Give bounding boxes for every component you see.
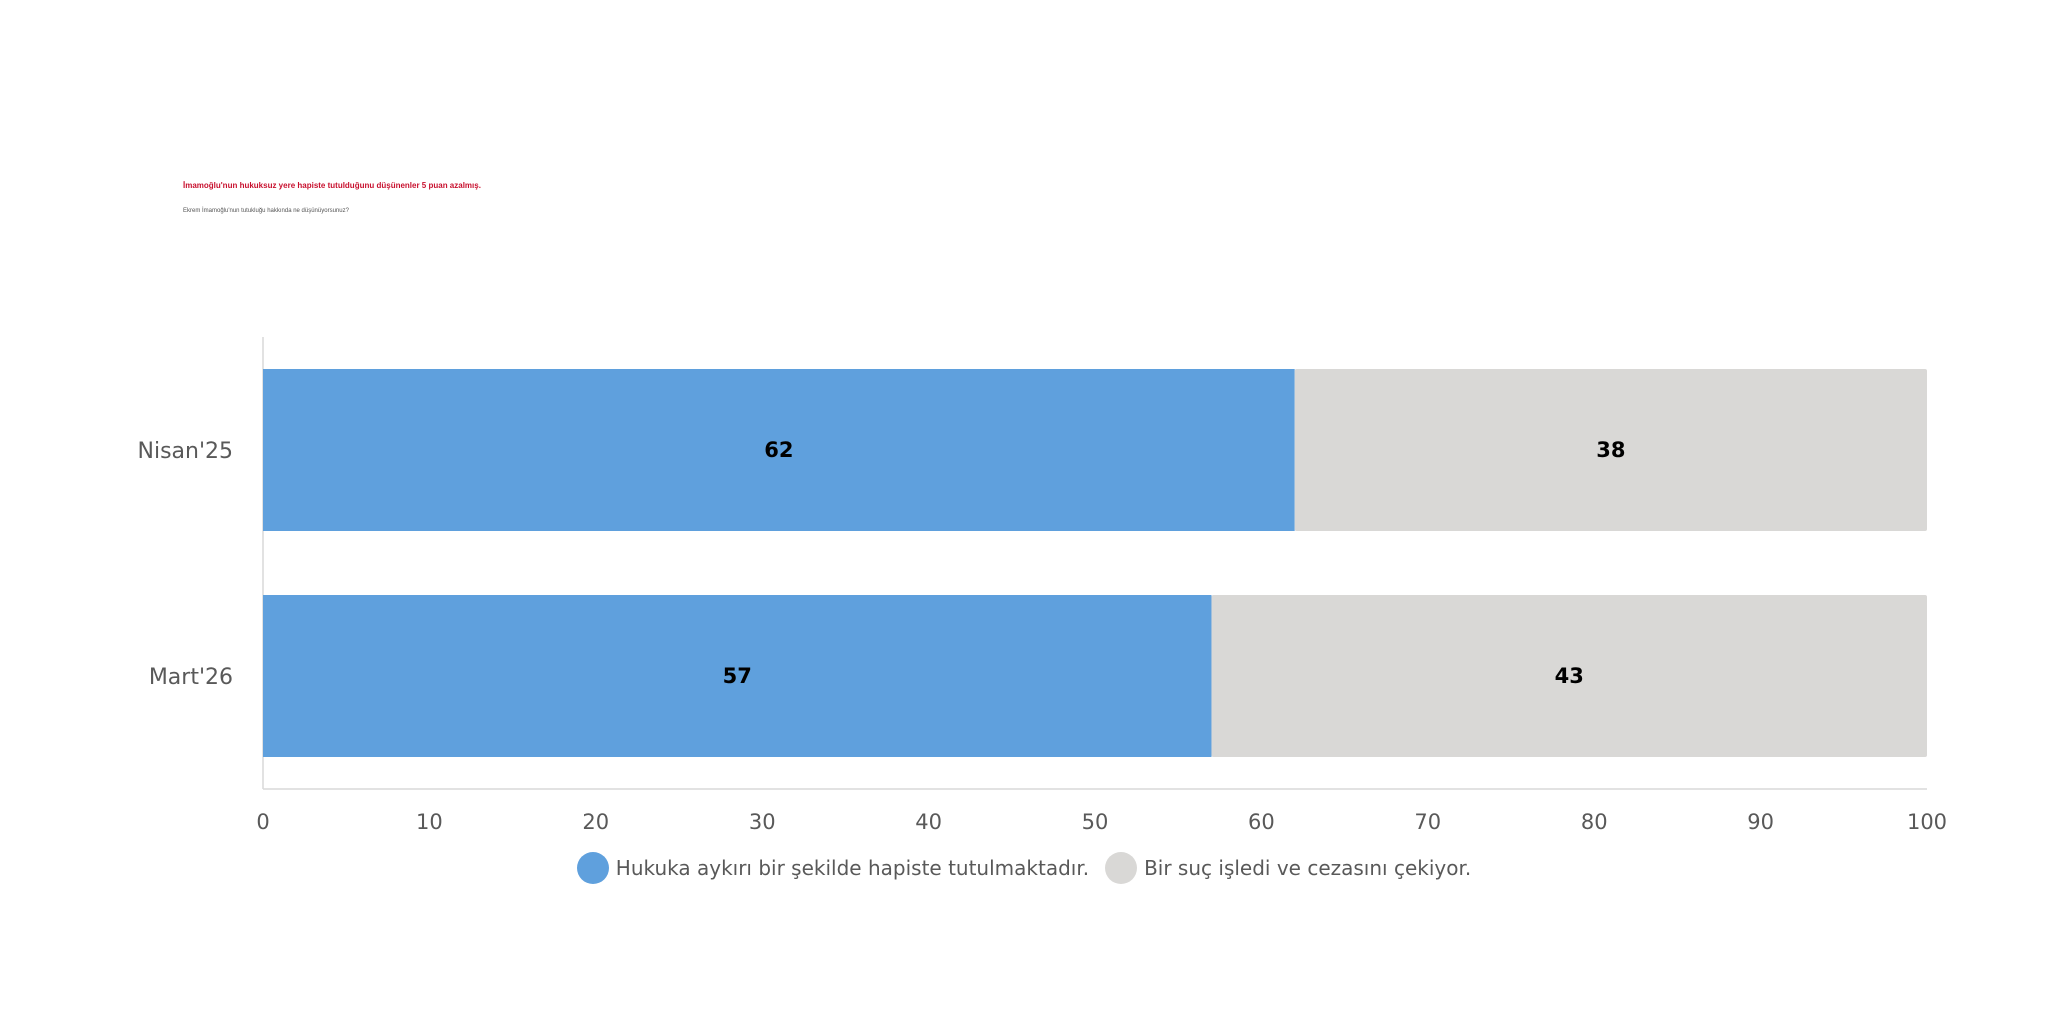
bar-segment[interactable] <box>1294 369 1927 531</box>
x-tick-label: 60 <box>1248 810 1275 834</box>
bar-segment[interactable] <box>263 595 1212 757</box>
legend-label-series-1: Hukuka aykırı bir şekilde hapiste tutulm… <box>615 856 1090 880</box>
bar-value-label: 38 <box>1596 438 1625 462</box>
legend-label-series-2: Bir suç işledi ve cezasını çekiyor. <box>1144 856 1472 880</box>
bar-value-label: 57 <box>723 664 752 688</box>
legend-swatch-series-2 <box>1105 852 1138 884</box>
x-tick-label: 80 <box>1581 810 1608 834</box>
chart-title: İmamoğlu'nun hukuksuz yere hapiste tutul… <box>183 181 481 190</box>
bar-segment[interactable] <box>1211 595 1927 757</box>
x-tick-label: 30 <box>749 810 776 834</box>
category-label: Nisan'25 <box>138 439 234 464</box>
x-tick-label: 10 <box>416 810 443 834</box>
x-tick-label: 50 <box>1082 810 1109 834</box>
x-tick-label: 90 <box>1747 810 1774 834</box>
legend-swatch-series-1 <box>576 852 609 884</box>
x-tick-label: 40 <box>915 810 942 834</box>
bar-segment[interactable] <box>263 369 1295 531</box>
x-tick-label: 100 <box>1907 810 1947 834</box>
bar-value-label: 62 <box>764 438 793 462</box>
legend-item-series-2[interactable]: Bir suç işledi ve cezasını çekiyor. <box>1105 852 1471 884</box>
chart-subtitle: Ekrem İmamoğlu'nun tutukluğu hakkında ne… <box>183 208 349 214</box>
category-label: Mart'26 <box>149 665 233 690</box>
x-tick-label: 0 <box>256 810 269 834</box>
chart-legend: Hukuka aykırı bir şekilde hapiste tutulm… <box>0 852 2048 884</box>
bar-value-label: 43 <box>1555 664 1584 688</box>
legend-item-series-1[interactable]: Hukuka aykırı bir şekilde hapiste tutulm… <box>576 852 1090 884</box>
x-tick-label: 20 <box>582 810 609 834</box>
x-tick-label: 70 <box>1414 810 1441 834</box>
